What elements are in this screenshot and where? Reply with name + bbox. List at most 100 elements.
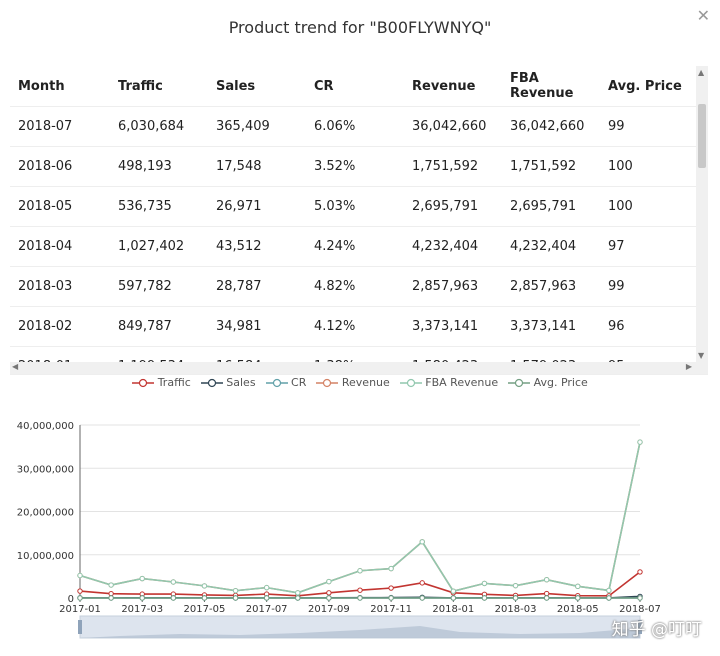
data-point bbox=[170, 579, 177, 585]
data-point bbox=[575, 583, 581, 590]
data-point bbox=[388, 595, 394, 601]
legend-line-icon bbox=[316, 378, 339, 388]
data-point bbox=[263, 595, 270, 601]
cell-revenue: 36,042,660 bbox=[404, 106, 502, 147]
scroll-right-icon[interactable]: ▶ bbox=[685, 362, 692, 371]
cell-fba-revenue: 3,373,141 bbox=[502, 306, 600, 347]
data-point bbox=[77, 595, 83, 601]
cell-sales: 17,548 bbox=[208, 146, 306, 187]
table-row: 2018-02 849,787 34,981 4.12% 3,373,141 3,373,… bbox=[10, 306, 696, 347]
table-row: 2018-07 6,030,684 365,409 6.06% 36,042,660 36… bbox=[10, 106, 696, 147]
close-icon[interactable]: ✕ bbox=[696, 6, 710, 25]
data-point bbox=[419, 580, 425, 586]
cell-avg-price: 100 bbox=[600, 186, 696, 227]
cell-fba-revenue: 36,042,660 bbox=[502, 106, 600, 147]
cell-cr: 6.06% bbox=[306, 106, 404, 147]
legend-label: FBA Revenue bbox=[425, 376, 499, 389]
data-point bbox=[606, 587, 612, 594]
data-point bbox=[108, 582, 114, 588]
scroll-down-icon[interactable]: ▼ bbox=[698, 351, 705, 360]
legend-item[interactable]: Traffic bbox=[132, 376, 191, 389]
cell-traffic: 6,030,684 bbox=[110, 106, 208, 147]
cell-month: 2018-04 bbox=[10, 226, 110, 267]
scroll-left-icon[interactable]: ◀ bbox=[12, 362, 19, 371]
cell-cr: 4.24% bbox=[306, 226, 404, 267]
cell-traffic: 849,787 bbox=[110, 306, 208, 347]
cell-fba-revenue: 1,751,592 bbox=[502, 146, 600, 187]
legend-label: CR bbox=[291, 376, 307, 389]
x-tick-label: 2017-11 bbox=[370, 604, 412, 615]
cell-revenue: 4,232,404 bbox=[404, 226, 502, 267]
cell-cr: 3.52% bbox=[306, 146, 404, 187]
data-point bbox=[295, 590, 301, 596]
x-tick-label: 2017-03 bbox=[121, 604, 163, 615]
legend-item[interactable]: Avg. Price bbox=[508, 376, 588, 389]
data-point bbox=[481, 595, 488, 601]
trend-table: Month Traffic Sales CR Revenue FBA Reven… bbox=[10, 66, 696, 374]
data-point bbox=[543, 590, 550, 597]
column-header-revenue: Revenue bbox=[404, 66, 502, 107]
cell-traffic: 597,782 bbox=[110, 266, 208, 307]
data-point bbox=[450, 595, 457, 601]
cell-month: 2018-05 bbox=[10, 186, 110, 227]
cell-avg-price: 99 bbox=[600, 266, 696, 307]
x-tick-label: 2018-03 bbox=[495, 604, 537, 615]
cell-revenue: 2,695,791 bbox=[404, 186, 502, 227]
cell-avg-price: 96 bbox=[600, 306, 696, 347]
cell-revenue: 2,857,963 bbox=[404, 266, 502, 307]
dialog-title: Product trend for "B00FLYWNYQ" bbox=[228, 18, 492, 37]
cell-sales: 43,512 bbox=[208, 226, 306, 267]
trend-line-chart: 0 10,000,000 20,000,000 30,000,000 40,000,00… bbox=[17, 421, 661, 639]
data-point bbox=[481, 580, 488, 587]
cell-cr: 5.03% bbox=[306, 186, 404, 227]
data-point bbox=[388, 565, 394, 572]
y-tick-label: 30,000,000 bbox=[17, 464, 74, 475]
data-point bbox=[139, 575, 145, 582]
data-point bbox=[77, 588, 83, 594]
data-point bbox=[170, 595, 177, 601]
cell-sales: 34,981 bbox=[208, 306, 306, 347]
cell-avg-price: 100 bbox=[600, 146, 696, 187]
cell-sales: 365,409 bbox=[208, 106, 306, 147]
x-tick-label: 2017-01 bbox=[59, 604, 101, 615]
cell-month: 2018-02 bbox=[10, 306, 110, 347]
zoom-handle-left[interactable] bbox=[78, 620, 82, 634]
data-point bbox=[543, 595, 550, 601]
legend-line-icon bbox=[399, 378, 422, 388]
table-header-row: Month Traffic Sales CR Revenue FBA Reven… bbox=[10, 66, 696, 107]
legend-label: Traffic bbox=[157, 376, 191, 389]
watermark: 知乎 @叮叮 bbox=[611, 620, 702, 640]
y-tick-label: 0 bbox=[68, 594, 74, 605]
legend-item[interactable]: CR bbox=[265, 376, 307, 389]
legend-line-icon bbox=[508, 378, 531, 388]
column-header-sales: Sales bbox=[208, 66, 306, 107]
legend-item[interactable]: FBA Revenue bbox=[399, 376, 499, 389]
legend-label: Sales bbox=[226, 376, 256, 389]
data-point bbox=[77, 572, 83, 579]
scroll-up-icon[interactable]: ▲ bbox=[698, 68, 705, 77]
legend-line-icon bbox=[265, 378, 288, 388]
cell-traffic: 1,027,402 bbox=[110, 226, 208, 267]
y-tick-label: 20,000,000 bbox=[17, 508, 74, 519]
cell-cr: 4.82% bbox=[306, 266, 404, 307]
legend-line-icon bbox=[132, 378, 155, 388]
data-point bbox=[326, 590, 332, 596]
data-point bbox=[606, 595, 612, 601]
trend-table-container[interactable]: Month Traffic Sales CR Revenue FBA Reven… bbox=[10, 66, 708, 375]
y-tick-label: 40,000,000 bbox=[17, 421, 74, 432]
cell-sales: 28,787 bbox=[208, 266, 306, 307]
horizontal-scrollbar[interactable]: ◀ ▶ bbox=[10, 362, 708, 374]
y-tick-label: 10,000,000 bbox=[17, 551, 74, 562]
zoom-handle-right[interactable] bbox=[638, 620, 642, 634]
cell-avg-price: 99 bbox=[600, 106, 696, 147]
column-header-traffic: Traffic bbox=[110, 66, 208, 107]
data-point bbox=[637, 569, 643, 575]
legend-item[interactable]: Revenue bbox=[316, 376, 390, 389]
x-tick-label: 2018-07 bbox=[619, 604, 661, 615]
data-point bbox=[419, 539, 425, 545]
vertical-scrollbar[interactable]: ▲ ▼ bbox=[696, 66, 708, 362]
data-point bbox=[637, 595, 643, 601]
legend-item[interactable]: Sales bbox=[200, 376, 256, 389]
column-header-cr: CR bbox=[306, 66, 404, 107]
vertical-scroll-thumb[interactable] bbox=[698, 104, 706, 168]
